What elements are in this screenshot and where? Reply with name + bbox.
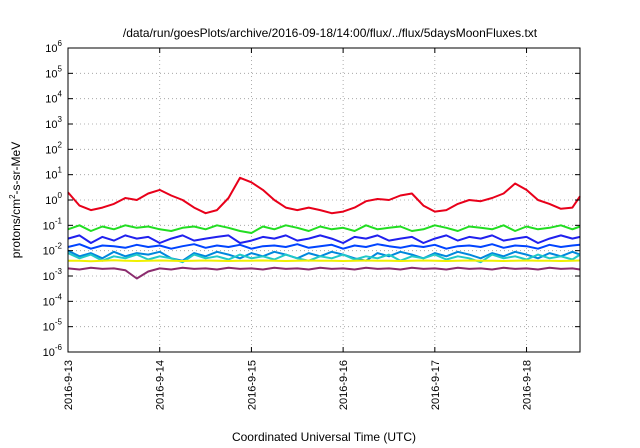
y-tick-label-exponent: 2 — [58, 140, 63, 149]
y-tick-label-exponent: 4 — [58, 90, 63, 99]
y-tick-label-base: 10 — [43, 347, 55, 359]
x-axis-label: Coordinated Universal Time (UTC) — [232, 430, 416, 444]
x-tick-label: 2016-9-17 — [430, 360, 442, 410]
y-tick-label-exponent: 5 — [58, 64, 63, 73]
series-line-2 — [67, 224, 581, 234]
y-tick-label: 102 — [45, 140, 62, 156]
x-tick-label: 2016-9-14 — [155, 360, 167, 410]
y-axis-label-rest: -s-sr-MeV — [9, 142, 23, 195]
y-tick-label-base: 10 — [45, 43, 57, 55]
y-tick-label-exponent: -6 — [55, 343, 63, 352]
grid — [68, 48, 580, 352]
series-line-1 — [67, 176, 581, 215]
y-tick-label: 105 — [45, 64, 62, 80]
y-tick-label-exponent: 1 — [58, 166, 63, 175]
x-axis-ticks: 2016-9-13 2016-9-14 2016-9-15 2016-9-16 2016… — [63, 48, 534, 410]
y-tick-label-base: 10 — [43, 322, 55, 334]
y-tick-label: 10-1 — [43, 216, 63, 232]
y-tick-label: 106 — [45, 39, 62, 55]
y-tick-label-base: 10 — [45, 68, 57, 80]
y-tick-label: 10-4 — [43, 292, 63, 308]
y-tick-label-exponent: -3 — [55, 267, 63, 276]
y-tick-label-base: 10 — [45, 195, 57, 207]
series-line-6 — [67, 252, 581, 264]
series-line-4 — [67, 243, 581, 250]
y-tick-label-base: 10 — [45, 170, 57, 182]
y-tick-label-exponent: 6 — [58, 39, 63, 48]
y-tick-label-base: 10 — [45, 119, 57, 131]
y-tick-label-base: 10 — [45, 144, 57, 156]
x-tick-label: 2016-9-16 — [338, 360, 350, 410]
y-tick-label: 10-6 — [43, 343, 63, 359]
chart-title: /data/run/goesPlots/archive/2016-09-18/1… — [123, 26, 538, 40]
y-tick-label: 103 — [45, 115, 62, 131]
y-tick-label: 104 — [45, 90, 62, 106]
x-tick-label: 2016-9-13 — [63, 360, 75, 410]
y-tick-label: 10-3 — [43, 267, 63, 283]
x-tick-label: 2016-9-18 — [522, 360, 534, 410]
y-tick-label-exponent: -5 — [55, 318, 63, 327]
series-line-7 — [68, 259, 581, 263]
series-line-5 — [67, 249, 581, 262]
y-tick-label-exponent: -1 — [55, 216, 63, 225]
y-tick-label: 101 — [45, 166, 62, 182]
y-axis-label-base: protons/cm — [9, 199, 23, 258]
y-tick-label-exponent: 0 — [58, 191, 63, 200]
y-tick-label: 10-5 — [43, 318, 63, 334]
y-tick-label: 100 — [45, 191, 62, 207]
y-tick-label: 10-2 — [43, 242, 63, 258]
y-tick-label-exponent: -2 — [55, 242, 63, 251]
y-tick-label-exponent: 3 — [58, 115, 63, 124]
y-axis-label: protons/cm2-s-sr-MeV — [8, 142, 23, 258]
y-axis-label-sup: 2 — [8, 194, 17, 199]
x-tick-label: 2016-9-15 — [246, 360, 258, 410]
y-tick-label-base: 10 — [43, 296, 55, 308]
y-tick-label-base: 10 — [45, 94, 57, 106]
series-line-8 — [67, 266, 581, 280]
series-line-3 — [67, 234, 581, 244]
y-axis-ticks: 10-610-510-410-310-210-11001011021031041… — [43, 39, 580, 359]
y-tick-label-exponent: -4 — [55, 292, 63, 301]
y-tick-label-base: 10 — [43, 220, 55, 232]
series-lines — [67, 176, 581, 280]
y-tick-label-base: 10 — [43, 271, 55, 283]
y-tick-label-base: 10 — [43, 246, 55, 258]
